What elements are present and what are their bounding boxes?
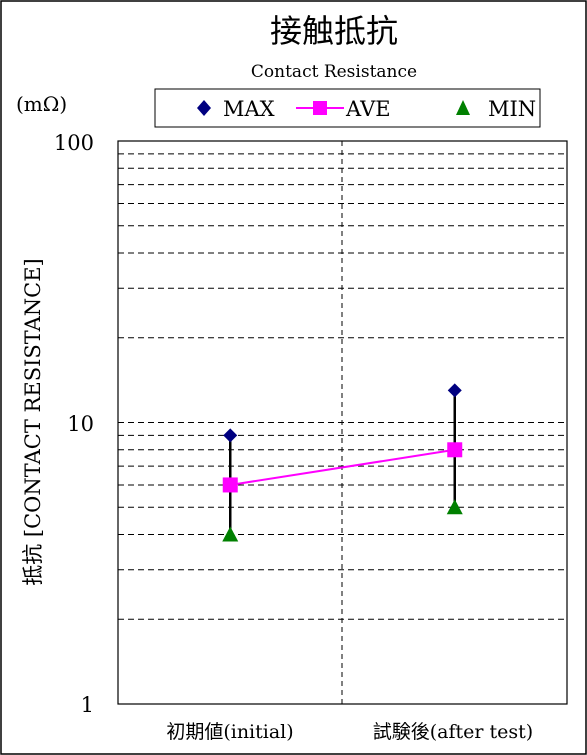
legend-ave-label: AVE <box>345 97 391 121</box>
plot-border <box>117 140 568 705</box>
ave-point <box>222 477 238 493</box>
legend-ave-marker <box>313 101 327 115</box>
min-point <box>446 499 463 515</box>
plot-area <box>117 140 568 705</box>
y-tick-label: 100 <box>54 131 94 155</box>
unit-label: (mΩ) <box>16 92 67 116</box>
legend-min-label: MIN <box>488 97 536 121</box>
y-tick-label: 1 <box>81 693 94 717</box>
legend-max-label: MAX <box>223 97 275 121</box>
series-layer <box>222 383 463 542</box>
chart-subtitle: Contact Resistance <box>251 62 417 82</box>
legend-min-marker <box>456 100 470 115</box>
ave-line <box>230 448 455 486</box>
ave-point <box>447 442 463 458</box>
y-axis-ticks: 100 10 1 <box>54 131 94 717</box>
min-point <box>222 526 239 542</box>
chart-title: 接触抵抗 <box>270 12 398 50</box>
max-point <box>447 383 462 398</box>
x-category-label: 試験後(after test) <box>373 721 533 743</box>
max-point <box>223 428 238 443</box>
y-tick-label: 10 <box>67 412 94 436</box>
x-category-label: 初期値(initial) <box>166 721 293 743</box>
y-axis-label: 抵抗 [CONTACT RESISTANCE] <box>21 258 45 586</box>
legend: MAX AVE MIN <box>154 88 541 128</box>
legend-max-marker <box>197 100 211 116</box>
legend-box <box>154 88 541 128</box>
